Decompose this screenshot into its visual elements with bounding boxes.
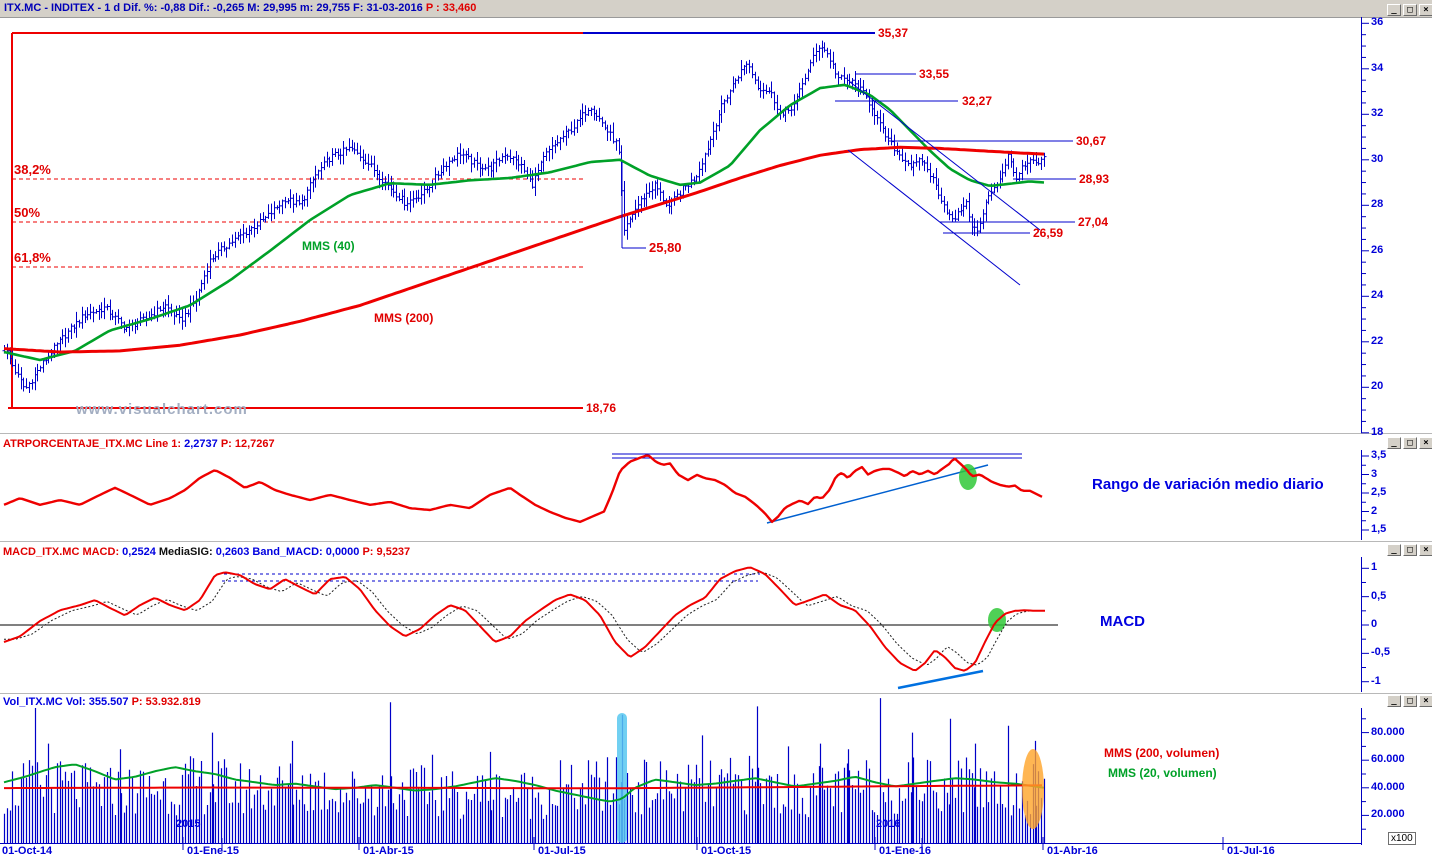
visualchart-watermark: www.visualchart.com (76, 401, 248, 418)
header-text-segment: 0,2603 (215, 546, 253, 558)
y-axis-tick-label: -0,5 (1371, 646, 1390, 659)
x-axis-date-label: 01-Abr-16 (1047, 845, 1098, 857)
price-level-label: 30,67 (1076, 134, 1107, 148)
header-text-segment: MACD_ITX.MC MACD: (3, 546, 123, 558)
header-text-segment: 0,2524 (122, 546, 159, 558)
volume-orange-highlight (1022, 749, 1044, 829)
y-axis-tick-label: 80.000 (1371, 725, 1405, 738)
close-button[interactable]: × (1419, 4, 1432, 16)
close-button[interactable]: × (1419, 544, 1432, 556)
atr-pane-header: ATRPORCENTAJE_ITX.MC Line 1: 2,2737 P: 1… (3, 438, 275, 450)
y-axis-tick-label: 28 (1371, 198, 1384, 211)
fib-retracement-label: 50% (14, 205, 41, 220)
y-axis-tick-label: 26 (1371, 243, 1384, 256)
price-level-label: 35,37 (878, 26, 909, 40)
y-axis-tick-label: 32 (1371, 107, 1384, 120)
mms40-label: MMS (40) (302, 239, 355, 253)
header-text-segment: ITX.MC - INDITEX - 1 d Dif. %: -0,88 Dif… (4, 2, 426, 14)
main-pane-window-controls: _ □ × (1387, 4, 1432, 16)
x-axis-date-label: 01-Ene-15 (187, 845, 239, 857)
y-axis-tick-label: 20 (1371, 380, 1384, 393)
mms20-volume-label: MMS (20, volumen) (1108, 766, 1217, 780)
price-level-label: 32,27 (962, 94, 993, 108)
minimize-button[interactable]: _ (1387, 437, 1401, 449)
macd-pane-window-controls: _ □ × (1387, 544, 1432, 556)
x-axis-date-label: 01-Ene-16 (879, 845, 931, 857)
y-axis-tick-label: 1 (1371, 561, 1378, 574)
x-axis-date-label: 01-Jul-16 (1227, 845, 1275, 857)
maximize-button[interactable]: □ (1403, 544, 1417, 556)
volume-scale-multiplier: x100 (1388, 832, 1416, 845)
mms200-volume-label: MMS (200, volumen) (1104, 746, 1220, 760)
minimize-button[interactable]: _ (1387, 544, 1401, 556)
header-text-segment: 0,0000 (325, 546, 363, 558)
minimize-button[interactable]: _ (1387, 4, 1401, 16)
maximize-button[interactable]: □ (1403, 4, 1417, 16)
y-axis-tick-label: 2 (1371, 504, 1378, 517)
header-text-segment: P : 33,460 (425, 2, 477, 14)
header-text-segment: P: 12,7267 (220, 438, 275, 450)
y-axis-tick-label: 0 (1371, 618, 1378, 630)
year-marker-label: 2016 (876, 818, 901, 830)
atr-pane-caption: Rango de variación medio diario (1092, 476, 1324, 493)
y-axis-tick-label: 40.000 (1371, 780, 1405, 793)
x-axis-date-label: 01-Abr-15 (363, 845, 414, 857)
maximize-button[interactable]: □ (1403, 437, 1417, 449)
y-axis-tick-label: 2,5 (1371, 486, 1387, 498)
atr-green-highlight (959, 464, 977, 490)
header-text-segment: P: 9,5237 (362, 546, 411, 558)
year-marker-label: 2015 (176, 818, 201, 830)
y-axis-tick-label: 36 (1371, 16, 1384, 29)
price-level-label: 26,59 (1033, 226, 1064, 240)
y-axis-tick-label: -1 (1371, 674, 1381, 687)
y-axis-tick-label: 22 (1371, 334, 1384, 347)
y-axis-tick-label: 18 (1371, 425, 1384, 438)
macd-pane-caption: MACD (1100, 613, 1145, 630)
header-text-segment: MediaSIG: (158, 546, 216, 558)
y-axis-tick-label: 3 (1371, 467, 1378, 480)
close-button[interactable]: × (1419, 695, 1432, 707)
header-text-segment: P: 53.932.819 (131, 696, 201, 708)
volume-pane-header: Vol_ITX.MC Vol: 355.507 P: 53.932.819 (3, 696, 201, 708)
y-axis-tick-label: 34 (1371, 61, 1384, 74)
volume-cyan-highlight (617, 713, 627, 843)
symbol-quote-title: ITX.MC - INDITEX - 1 d Dif. %: -0,88 Dif… (4, 2, 476, 14)
price-level-label: 33,55 (919, 67, 950, 81)
x-axis-date-label: 01-Oct-15 (701, 845, 752, 857)
header-text-segment: Vol_ITX.MC Vol: 355.507 (3, 696, 132, 708)
y-axis-tick-label: 0,5 (1371, 589, 1387, 602)
price-level-label: 27,04 (1078, 215, 1109, 229)
y-axis-tick-label: 60.000 (1371, 753, 1405, 766)
header-text-segment: Band_MACD: (252, 546, 326, 558)
y-axis-tick-label: 30 (1371, 152, 1384, 165)
y-axis-tick-label: 1,5 (1371, 523, 1387, 535)
price-level-label: 28,93 (1079, 172, 1110, 186)
y-axis-tick-label: 20.000 (1371, 808, 1405, 821)
header-text-segment: 2,2737 (184, 438, 221, 450)
volume-pane-window-controls: _ □ × (1387, 695, 1432, 707)
fib-retracement-label: 61,8% (14, 250, 51, 265)
mms200-label: MMS (200) (374, 311, 434, 325)
header-text-segment: ATRPORCENTAJE_ITX.MC Line 1: (3, 438, 185, 450)
fib-low-price-label: 18,76 (586, 401, 617, 415)
atr-pane-window-controls: _ □ × (1387, 437, 1432, 449)
x-axis-date-label: 01-Jul-15 (538, 845, 586, 857)
close-button[interactable]: × (1419, 437, 1432, 449)
maximize-button[interactable]: □ (1403, 695, 1417, 707)
crash-low-price-label: 25,80 (649, 240, 682, 255)
x-axis-date-label: 01-Oct-14 (2, 845, 53, 857)
minimize-button[interactable]: _ (1387, 695, 1401, 707)
y-axis-tick-label: 3,5 (1371, 449, 1387, 461)
fib-retracement-label: 38,2% (14, 162, 51, 177)
macd-pane-header: MACD_ITX.MC MACD: 0,2524 MediaSIG: 0,260… (3, 546, 411, 558)
y-axis-tick-label: 24 (1371, 289, 1384, 302)
chart-title-bar: ITX.MC - INDITEX - 1 d Dif. %: -0,88 Dif… (0, 0, 1432, 18)
